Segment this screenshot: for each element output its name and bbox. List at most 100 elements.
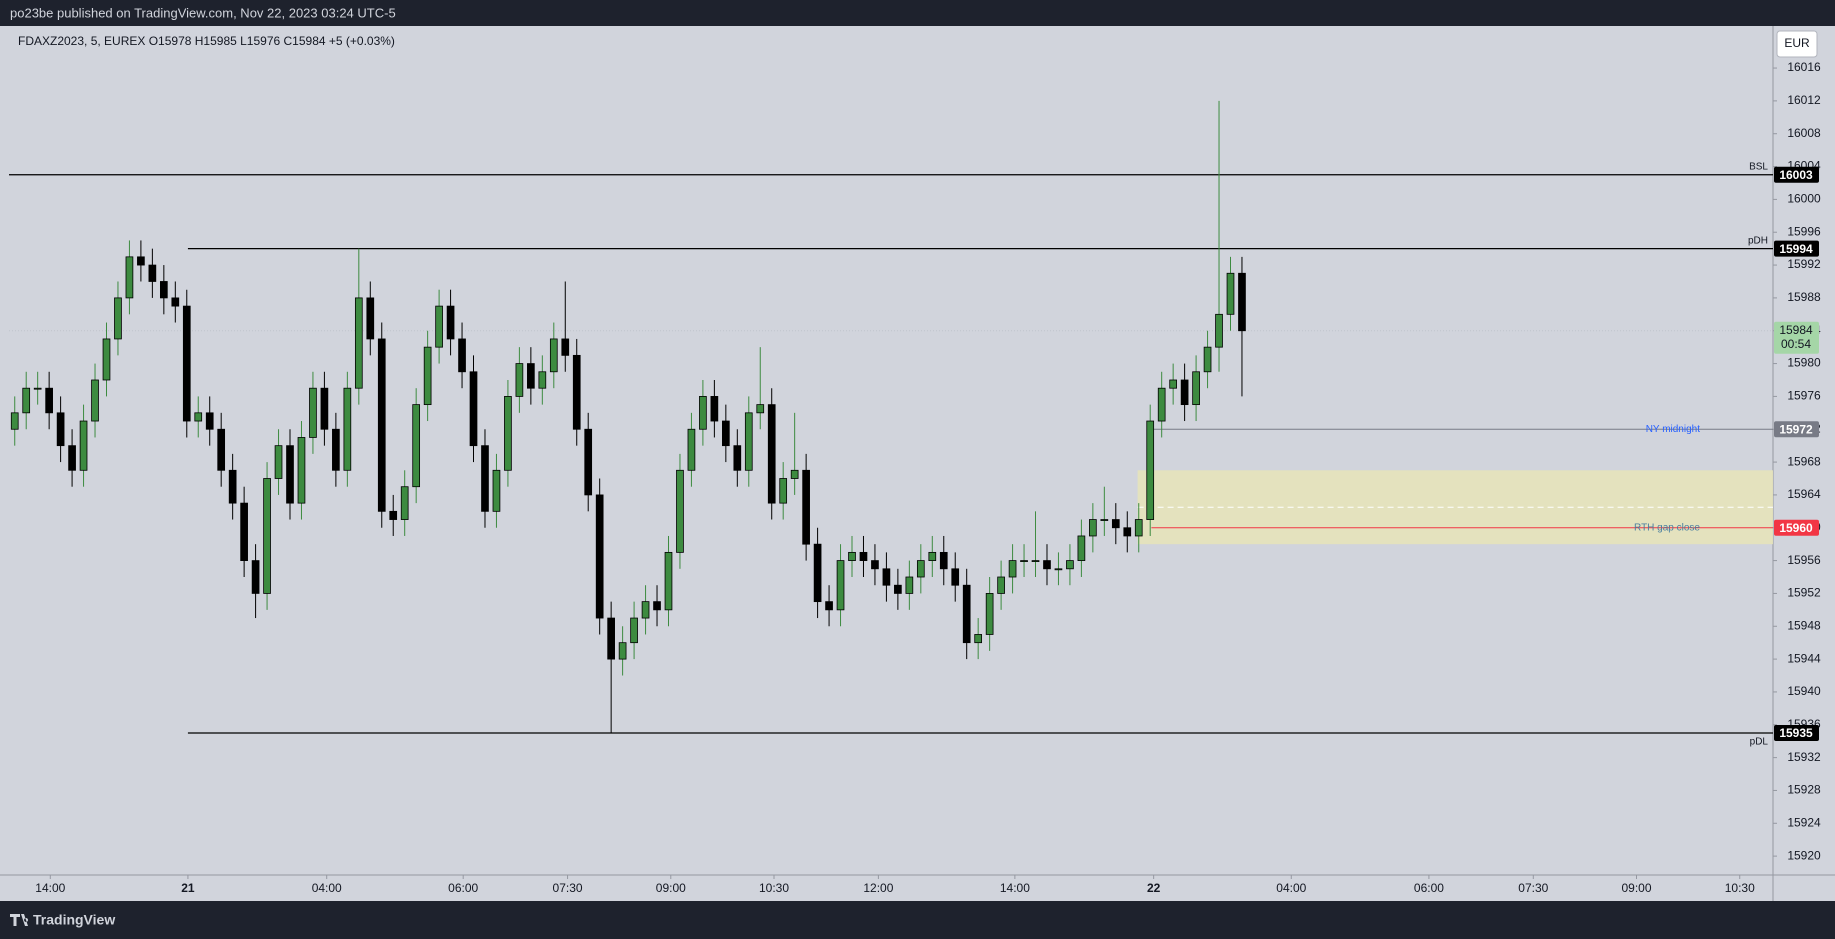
candle-body xyxy=(458,338,466,373)
candle-body xyxy=(538,371,547,389)
level-price-label: 16003 xyxy=(1779,168,1813,182)
x-tick-label: 04:00 xyxy=(312,881,342,895)
candle-body xyxy=(251,560,260,594)
x-tick-label: 06:00 xyxy=(1414,881,1444,895)
candle-body xyxy=(22,387,31,414)
candle-body xyxy=(527,363,535,389)
candle-body xyxy=(217,428,226,471)
candle-body xyxy=(894,584,902,594)
candle-body xyxy=(997,576,1005,594)
level-price-box xyxy=(1774,240,1819,257)
candle-body xyxy=(228,469,237,504)
candle-body xyxy=(377,338,386,512)
candle-body xyxy=(779,478,788,504)
candle-body xyxy=(572,354,581,430)
candle-body xyxy=(91,379,99,422)
candle-body xyxy=(951,568,960,586)
candle-body xyxy=(767,404,776,504)
candle-body xyxy=(653,601,661,611)
x-tick-label: 07:30 xyxy=(1518,881,1548,895)
candle-body xyxy=(939,551,948,570)
candle-body xyxy=(584,428,593,496)
level-price-box xyxy=(1774,166,1819,183)
candle-body xyxy=(928,551,937,561)
candle-body xyxy=(102,338,111,381)
candle-body xyxy=(56,412,65,447)
x-tick-label: 12:00 xyxy=(863,881,893,895)
y-tick-label: 15956 xyxy=(1787,553,1821,567)
candle-body xyxy=(549,338,558,373)
candle-body xyxy=(905,576,914,594)
level-label: BSL xyxy=(1749,161,1768,172)
candle-body xyxy=(504,396,512,471)
level-price-label: 15972 xyxy=(1779,422,1813,436)
y-tick-label: 15940 xyxy=(1787,684,1821,698)
currency-button[interactable] xyxy=(1776,30,1818,58)
candle-body xyxy=(446,305,455,340)
y-tick-label: 16012 xyxy=(1787,93,1821,107)
y-tick-label: 15988 xyxy=(1787,290,1821,304)
candle-body xyxy=(871,560,879,570)
candle-body xyxy=(354,297,363,389)
candle-body xyxy=(10,412,19,430)
level-label: RTH gap close xyxy=(1634,522,1700,533)
level-price-box xyxy=(1774,421,1819,438)
level-price-label: 15960 xyxy=(1779,521,1813,535)
y-tick-label: 15980 xyxy=(1787,356,1821,370)
y-tick-label: 15968 xyxy=(1787,454,1821,468)
level-price-box xyxy=(1774,519,1819,536)
y-tick-label: 15920 xyxy=(1787,848,1821,862)
candle-body xyxy=(974,634,983,644)
candle-body xyxy=(182,305,191,422)
candle-body xyxy=(1169,379,1177,389)
y-tick-label: 16008 xyxy=(1787,126,1821,140)
candle-body xyxy=(1226,272,1235,315)
y-tick-label: 15944 xyxy=(1787,651,1821,665)
candle-body xyxy=(159,281,168,299)
candle-body xyxy=(286,445,294,504)
candle-body xyxy=(1031,560,1040,562)
candle-body xyxy=(366,297,375,340)
header-title: po23be published on TradingView.com, Nov… xyxy=(10,5,396,20)
candle-body xyxy=(274,445,283,479)
candle-body xyxy=(756,404,765,414)
currency-label: EUR xyxy=(1784,36,1810,50)
candle-body xyxy=(641,601,650,619)
candle-body xyxy=(859,551,868,561)
y-tick-label: 16016 xyxy=(1787,60,1821,74)
candle-body xyxy=(343,387,352,471)
candle-body xyxy=(595,494,604,619)
candle-body xyxy=(309,387,317,438)
candle-body xyxy=(825,601,833,611)
level-price-box xyxy=(1774,724,1819,741)
candle-body xyxy=(435,305,443,348)
candle-body xyxy=(1111,519,1120,529)
candle-body xyxy=(114,297,122,340)
candle-body xyxy=(492,469,501,512)
candle-body xyxy=(744,412,753,471)
candle-body xyxy=(1077,535,1086,561)
candle-body xyxy=(45,387,53,414)
candle-body xyxy=(423,346,432,406)
candle-body xyxy=(148,264,157,282)
level-label: pDL xyxy=(1750,737,1769,748)
candle-body xyxy=(1134,519,1143,537)
candle-body xyxy=(205,412,214,430)
candle-body xyxy=(1203,346,1212,373)
last-price-label: 15984 xyxy=(1779,323,1813,337)
x-tick-label: 07:30 xyxy=(553,881,583,895)
candle-body xyxy=(985,593,994,635)
candle-body xyxy=(389,510,398,520)
x-tick-label: 09:00 xyxy=(656,881,686,895)
x-tick-label: 10:30 xyxy=(759,881,789,895)
candle-body xyxy=(733,445,742,471)
candle-body xyxy=(1020,560,1028,562)
candle-body xyxy=(664,551,673,611)
brand-logo xyxy=(10,914,29,926)
candle-body xyxy=(710,396,719,422)
candle-body xyxy=(125,256,134,299)
candle-body xyxy=(412,404,421,488)
countdown-label: 00:54 xyxy=(1781,337,1811,351)
candle-body xyxy=(962,584,971,644)
